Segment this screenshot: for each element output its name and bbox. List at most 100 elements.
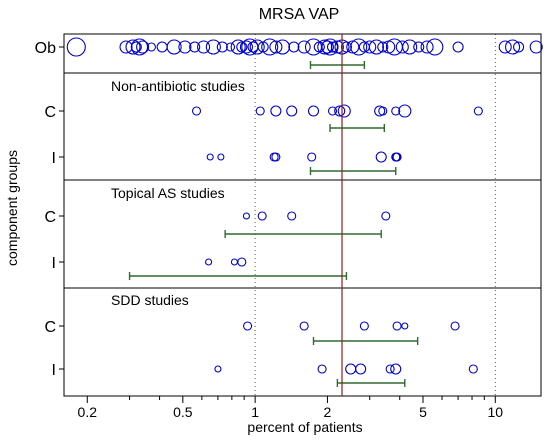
data-point [261,38,279,56]
data-point [230,258,238,266]
y-tick-label: C [44,209,56,226]
chart-title: MRSA VAP [259,6,340,23]
data-point [420,40,434,54]
data-point [468,364,478,374]
data-point [529,40,543,54]
data-point [239,40,253,54]
data-point [385,364,395,374]
data-point [426,38,444,56]
data-point [320,40,334,54]
data-point [450,321,460,331]
data-point [473,106,483,116]
data-point [146,42,156,52]
data-point [299,321,309,331]
data-point [125,39,141,55]
x-tick-label: 0.2 [78,404,98,420]
data-point [363,40,377,54]
y-tick-label: I [52,362,56,379]
data-point [243,321,253,331]
y-axis-label: component groups [4,150,20,266]
data-point [326,41,339,53]
data-point [216,41,228,53]
x-axis-label: percent of patients [247,419,362,435]
data-point [236,41,248,53]
data-point [398,104,412,118]
data-point [368,39,384,55]
x-tick-label: 10 [488,404,504,420]
y-tick-label: Ob [35,40,56,57]
x-tick-label: 2 [324,404,332,420]
data-point [392,321,402,331]
data-point [269,40,283,54]
data-point [395,40,409,54]
data-point [390,363,402,375]
data-point [288,41,300,53]
data-point [337,104,351,118]
data-point [197,40,211,54]
data-point [513,41,525,53]
data-point [249,39,265,55]
data-point [334,105,346,117]
data-point [498,40,512,54]
panel-label: Non-antibiotic studies [111,78,245,94]
y-tick-label: C [44,104,56,121]
data-point [377,41,389,53]
data-point [327,106,338,116]
data-point [391,106,401,116]
data-point [413,41,425,53]
data-point [205,39,221,55]
data-point [206,153,214,161]
data-point [402,39,418,55]
panel-label: SDD studies [111,292,189,308]
data-point [286,105,298,117]
data-point [307,105,320,117]
y-tick-label: I [52,150,56,167]
x-tick-label: 5 [419,404,427,420]
data-point [242,212,250,220]
data-point [274,39,291,55]
x-tick-label: 0.5 [173,404,193,420]
data-point [178,40,192,54]
data-point [257,211,267,221]
data-point [307,152,317,162]
data-point [217,153,225,161]
data-point [304,38,323,56]
data-point [297,40,311,54]
data-point [287,211,297,221]
data-point [191,106,202,116]
y-tick-label: C [44,319,56,336]
data-point [271,152,281,162]
data-point [317,364,327,374]
data-point [374,105,386,117]
data-point [255,106,265,116]
data-point [247,41,259,53]
data-point [189,41,201,53]
data-point [345,363,357,375]
panel-frame [63,287,542,397]
data-point [230,39,246,55]
data-point [392,152,402,162]
data-point [505,39,521,55]
data-point [214,365,222,373]
data-point [136,40,150,54]
panel-label: Topical AS studies [111,185,225,201]
data-point [359,321,369,331]
y-tick-label: I [52,255,56,272]
data-point [225,42,236,52]
data-point [382,40,396,54]
data-point [452,41,464,53]
data-point [378,106,388,116]
data-point [375,151,387,163]
data-point [355,363,367,375]
data-point [381,211,391,221]
data-point [270,105,282,117]
data-point [66,37,86,57]
data-point [330,40,344,54]
data-point [237,257,247,267]
x-tick-label: 1 [251,404,259,420]
data-point [166,39,182,55]
data-point [156,41,168,53]
data-point [350,38,368,56]
plot-area: Ob Non-antibiotic studies C I Topical AS stu… [35,33,543,420]
